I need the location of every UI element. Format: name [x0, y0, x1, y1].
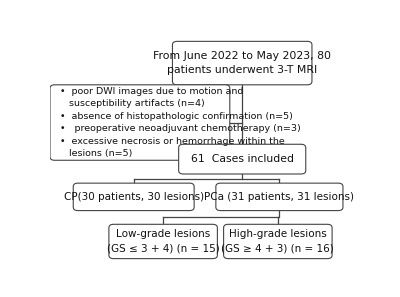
FancyBboxPatch shape	[179, 144, 306, 174]
Text: CP(30 patients, 30 lesions): CP(30 patients, 30 lesions)	[64, 192, 204, 202]
Text: From June 2022 to May 2023, 80
patients underwent 3-T MRI: From June 2022 to May 2023, 80 patients …	[153, 51, 331, 75]
FancyBboxPatch shape	[109, 224, 218, 259]
FancyBboxPatch shape	[224, 224, 332, 259]
Text: Low-grade lesions
(GS ≤ 3 + 4) (n = 15): Low-grade lesions (GS ≤ 3 + 4) (n = 15)	[107, 230, 220, 253]
Text: PCa (31 patients, 31 lesions): PCa (31 patients, 31 lesions)	[204, 192, 354, 202]
Text: 61  Cases included: 61 Cases included	[191, 154, 294, 164]
FancyBboxPatch shape	[50, 85, 230, 160]
FancyBboxPatch shape	[172, 41, 312, 85]
FancyBboxPatch shape	[73, 183, 194, 211]
FancyBboxPatch shape	[216, 183, 343, 211]
Text: •  poor DWI images due to motion and
   susceptibility artifacts (n=4)
•  absenc: • poor DWI images due to motion and susc…	[60, 87, 301, 158]
Text: High-grade lesions
(GS ≥ 4 + 3) (n = 16): High-grade lesions (GS ≥ 4 + 3) (n = 16)	[222, 230, 334, 253]
